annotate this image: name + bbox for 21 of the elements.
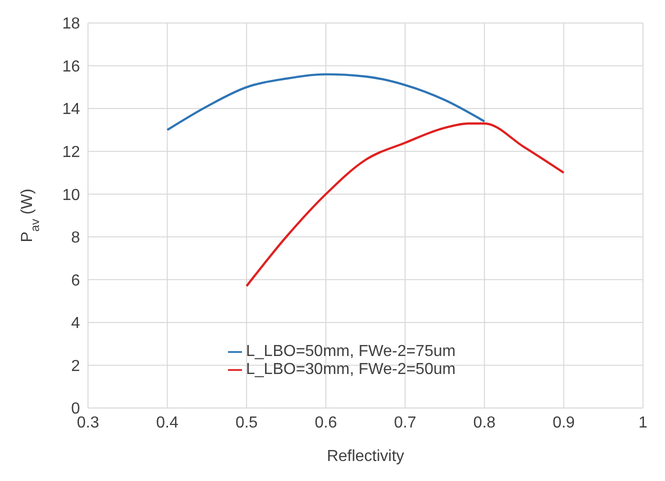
- line-series: [166, 73, 486, 132]
- x-axis-title: Reflectivity: [326, 448, 404, 465]
- y-tick-label: 8: [71, 230, 80, 247]
- legend-label: L_LBO=30mm, FWe-2=50um: [246, 361, 456, 378]
- y-tick-label: 6: [71, 272, 80, 290]
- y-tick-label: 2: [71, 358, 80, 375]
- x-tick-label: 0.7: [394, 414, 416, 432]
- line-series: [245, 122, 565, 288]
- legend-label: L_LBO=50mm, FWe-2=75um: [246, 343, 456, 360]
- y-tick-label: 10: [62, 186, 80, 204]
- x-tick-label: 0.4: [156, 414, 179, 432]
- x-tick-label: 0.6: [314, 414, 338, 432]
- y-tick-label: 14: [62, 101, 80, 118]
- y-tick-label: 16: [62, 58, 80, 76]
- x-tick-label: 0.5: [235, 414, 258, 432]
- y-tick-label: 12: [62, 144, 80, 162]
- x-tick-label: 0.8: [473, 414, 496, 432]
- y-tick-label: 4: [71, 315, 80, 332]
- y-tick-label: 18: [62, 16, 80, 33]
- x-tick-label: 0.9: [552, 414, 575, 432]
- x-tick-label: 1: [638, 414, 648, 432]
